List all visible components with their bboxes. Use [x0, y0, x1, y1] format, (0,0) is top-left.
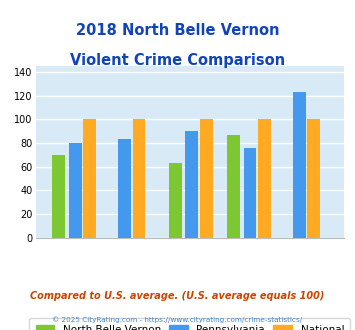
Bar: [244, 148, 256, 238]
Bar: [69, 143, 82, 238]
Bar: [53, 155, 65, 238]
Text: 2018 North Belle Vernon: 2018 North Belle Vernon: [76, 23, 279, 38]
Bar: [258, 119, 271, 238]
Bar: [132, 119, 145, 238]
Legend: North Belle Vernon, Pennsylvania, National: North Belle Vernon, Pennsylvania, Nation…: [29, 318, 350, 330]
Bar: [200, 119, 213, 238]
Bar: [83, 119, 96, 238]
Bar: [118, 139, 131, 238]
Bar: [185, 131, 198, 238]
Text: Compared to U.S. average. (U.S. average equals 100): Compared to U.S. average. (U.S. average …: [30, 291, 325, 301]
Bar: [169, 163, 182, 238]
Bar: [307, 119, 320, 238]
Text: © 2025 CityRating.com - https://www.cityrating.com/crime-statistics/: © 2025 CityRating.com - https://www.city…: [53, 316, 302, 323]
Text: Violent Crime Comparison: Violent Crime Comparison: [70, 53, 285, 68]
Bar: [227, 135, 240, 238]
Bar: [293, 92, 306, 238]
